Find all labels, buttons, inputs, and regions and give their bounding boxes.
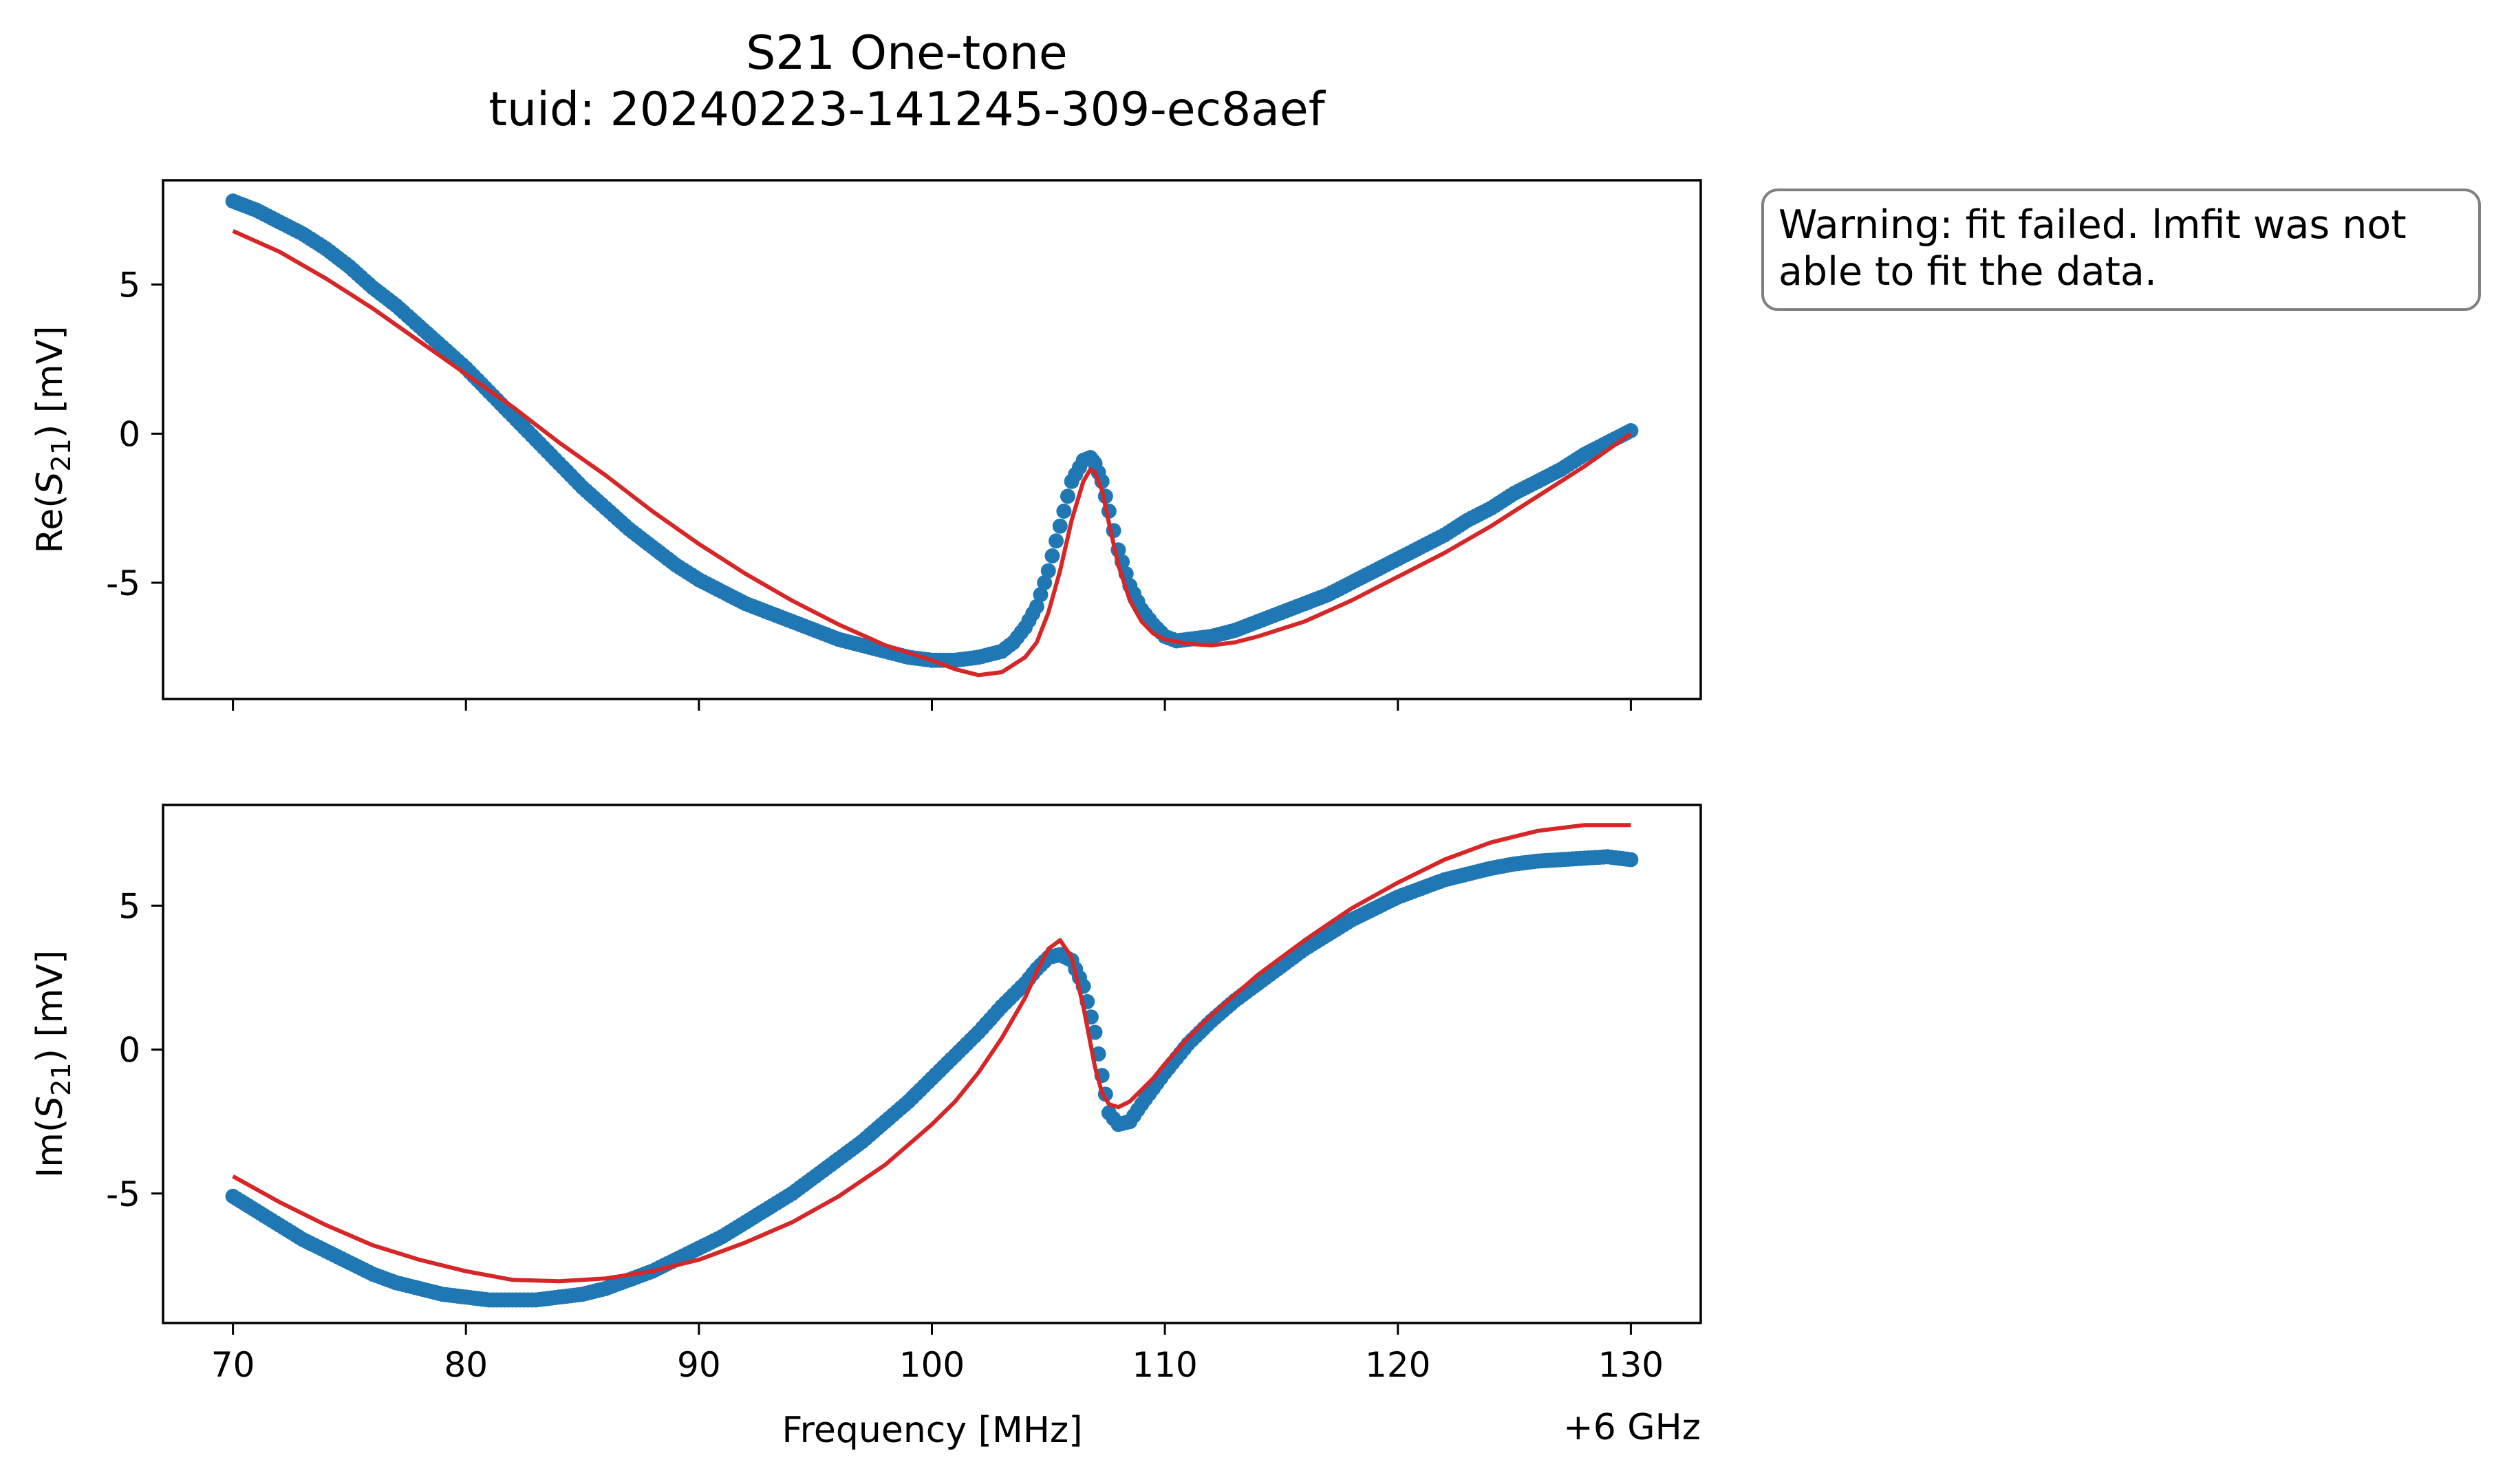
data-point <box>1060 488 1075 504</box>
axes-frame <box>162 804 1702 1324</box>
x-tick-label: 80 <box>444 1345 488 1385</box>
data-point <box>1052 518 1068 534</box>
x-axis-offset-label: +6 GHz <box>1563 1407 1701 1448</box>
x-tick-label: 100 <box>899 1345 965 1385</box>
fit-line <box>232 823 1631 1284</box>
axes-frame <box>162 179 1702 700</box>
data-point <box>1033 587 1049 603</box>
x-tick-label: 120 <box>1365 1345 1430 1385</box>
plot-area <box>225 193 1639 678</box>
im-s21-panel: 70 80 90 100 110 120 130 5 0 -5 Im(S21) [mV] <box>30 804 1702 1385</box>
data-point <box>1049 533 1064 549</box>
data-point <box>1029 599 1044 614</box>
data-point <box>1044 548 1060 563</box>
plot-area <box>225 823 1639 1308</box>
warning-note-line-1: Warning: fit failed. lmfit was not <box>1778 202 2407 248</box>
data-point <box>1056 504 1072 519</box>
data-point <box>1040 563 1056 579</box>
warning-note-box <box>1761 189 2481 311</box>
y-tick-label: 0 <box>118 414 140 454</box>
data-point <box>1623 852 1639 868</box>
x-tick-label: 70 <box>211 1345 255 1385</box>
data-point <box>1037 575 1053 590</box>
chart-subtitle: tuid: 20240223-141245-309-ec8aef <box>488 83 1326 137</box>
x-axis-label: Frequency [MHz] <box>782 1410 1083 1451</box>
y-axis-label: Re(S21) [mV] <box>30 325 76 553</box>
warning-note-line-2: able to fit the data. <box>1778 249 2157 294</box>
x-tick-label: 130 <box>1598 1345 1664 1385</box>
chart-title: S21 One-tone <box>746 26 1068 80</box>
y-tick-label: -5 <box>106 563 140 603</box>
y-tick-label: 5 <box>118 886 140 926</box>
y-axis-label: Im(S21) [mV] <box>30 950 76 1178</box>
re-s21-panel: 5 0 -5 Re(S21) [mV] <box>30 179 1702 711</box>
y-tick-label: 0 <box>118 1031 140 1071</box>
x-tick-label: 110 <box>1132 1345 1197 1385</box>
x-tick-label: 90 <box>677 1345 721 1385</box>
y-tick-label: 5 <box>118 266 140 305</box>
fit-line <box>232 228 1633 678</box>
data-point <box>1087 1024 1103 1040</box>
y-tick-label: -5 <box>106 1174 140 1214</box>
